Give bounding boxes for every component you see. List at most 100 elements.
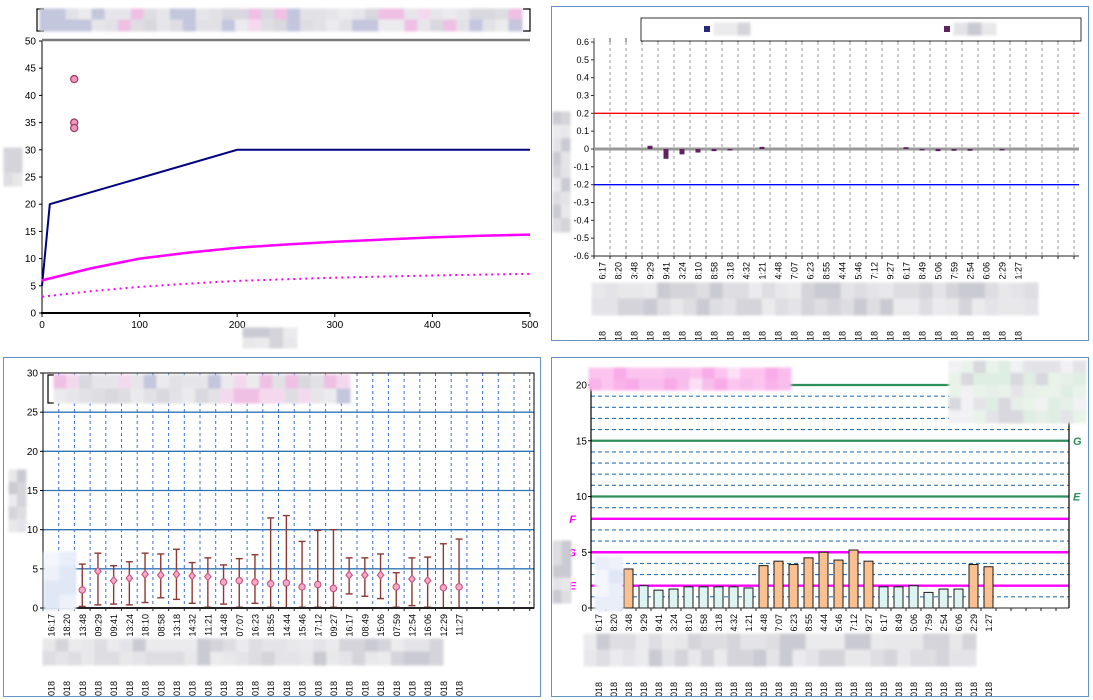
year-label: 2018 bbox=[235, 681, 245, 696]
redacted-date-band bbox=[583, 633, 977, 667]
redacted-legend-label bbox=[713, 22, 751, 36]
year-label: 2018 bbox=[598, 331, 608, 340]
level-bars bbox=[623, 549, 994, 609]
year-label: 2018 bbox=[966, 331, 976, 340]
y-tick-label: 0 bbox=[30, 309, 36, 320]
x-tick-label: 6:17 bbox=[879, 614, 889, 632]
y-tick-label: 20 bbox=[25, 200, 37, 211]
x-tick-label: 6:17 bbox=[598, 262, 608, 280]
x-tick-label: 12:54 bbox=[407, 614, 417, 637]
x-tick-label: 1:21 bbox=[744, 614, 754, 632]
redacted-x-axis-title bbox=[242, 327, 298, 349]
year-label: 2018 bbox=[684, 682, 694, 696]
year-label: 2018 bbox=[902, 331, 912, 340]
date-row-labels: 2018 2018 2018 2018 2018 2018 2018 2018 2018 2018… bbox=[46, 681, 464, 696]
redacted-title bbox=[588, 367, 792, 391]
category-axis: 6:17 8:20 3:48 9:29 9:41 3:24 8:10 8:58 3:18 4:32… bbox=[590, 607, 1069, 632]
y-tick-label: -0.3 bbox=[573, 198, 589, 208]
year-label: 2018 bbox=[141, 681, 151, 696]
y-tick-label: 30 bbox=[25, 145, 37, 156]
year-label: 2018 bbox=[864, 682, 874, 696]
x-tick-label: 18:20 bbox=[62, 614, 72, 637]
x-tick-label: 07:07 bbox=[235, 614, 245, 637]
year-label: 2018 bbox=[298, 681, 308, 696]
x-tick-label: 17:12 bbox=[313, 614, 323, 637]
y-tick-label: 5 bbox=[32, 564, 38, 575]
x-tick-label: 16:06 bbox=[423, 614, 433, 637]
y-axis: 0 5 10 15 20 25 30 bbox=[27, 369, 43, 615]
x-tick-label: 15:46 bbox=[298, 614, 308, 637]
x-tick-label: 16:23 bbox=[250, 614, 260, 637]
residual-bars bbox=[647, 145, 1005, 159]
year-label: 2018 bbox=[744, 682, 754, 696]
magenta-line-label-F: F bbox=[569, 514, 576, 526]
year-label: 2018 bbox=[742, 331, 752, 340]
year-label: 2018 bbox=[909, 682, 919, 696]
y-tick-label: 0 bbox=[581, 604, 587, 615]
legend-marker-series1 bbox=[704, 26, 710, 32]
year-label: 2018 bbox=[822, 331, 832, 340]
y-tick-label: 15 bbox=[25, 227, 37, 238]
year-label: 2018 bbox=[854, 331, 864, 340]
x-tick-label: 09:27 bbox=[329, 614, 339, 637]
year-label: 2018 bbox=[360, 681, 370, 696]
y-tick-label: 10 bbox=[576, 492, 588, 503]
green-line-label-E: E bbox=[1073, 492, 1081, 504]
year-label: 2018 bbox=[790, 331, 800, 340]
x-tick-label: 14:32 bbox=[188, 614, 198, 637]
panel-bottom-right-level-bar-chart: FGEFGE051015206:178:203:489:299:413:248:… bbox=[551, 357, 1089, 697]
x-tick-label: 6:06 bbox=[982, 262, 992, 280]
year-label: 2018 bbox=[699, 682, 709, 696]
x-tick-label: 8:10 bbox=[694, 262, 704, 280]
category-axis: 16:17 18:20 13:48 09:29 09:41 13:24 18:10 08:58… bbox=[42, 607, 534, 637]
legend-redacted bbox=[640, 17, 1082, 42]
year-label: 2018 bbox=[924, 682, 934, 696]
magenta-dotted-line bbox=[41, 272, 531, 298]
y-tick-label: 15 bbox=[576, 436, 588, 447]
magenta-line-label-E: E bbox=[569, 581, 577, 593]
redacted-date-band bbox=[42, 638, 444, 666]
horizontal-gridlines bbox=[43, 411, 534, 570]
year-label: 2018 bbox=[594, 682, 604, 696]
x-tick-label: 3:18 bbox=[714, 614, 724, 632]
year-label: 2018 bbox=[879, 682, 889, 696]
year-label: 2018 bbox=[819, 682, 829, 696]
x-tick-label: 11:21 bbox=[203, 614, 213, 636]
y-tick-label: 5 bbox=[30, 281, 36, 292]
x-tick-label: 4:48 bbox=[774, 262, 784, 280]
x-tick-label: 9:27 bbox=[886, 262, 896, 280]
year-label: 2018 bbox=[669, 682, 679, 696]
level-bar-chart-canvas: FGEFGE051015206:178:203:489:299:413:248:… bbox=[552, 360, 1087, 696]
year-label: 2018 bbox=[918, 331, 928, 340]
x-tick-label: 8:58 bbox=[699, 614, 709, 632]
x-tick-label: 11:27 bbox=[455, 614, 465, 636]
x-tick-label: 4:44 bbox=[838, 262, 848, 280]
year-label: 2018 bbox=[694, 331, 704, 340]
year-label: 2018 bbox=[329, 681, 339, 696]
x-tick-label: 4:32 bbox=[742, 262, 752, 280]
year-label: 2018 bbox=[726, 331, 736, 340]
year-label: 2018 bbox=[62, 681, 72, 696]
year-label: 2018 bbox=[982, 331, 992, 340]
x-tick-label: 14:44 bbox=[282, 614, 292, 637]
year-label: 2018 bbox=[758, 331, 768, 340]
x-tick-label: 7:07 bbox=[790, 262, 800, 280]
x-tick-label: 7:59 bbox=[950, 262, 960, 280]
x-tick-label: 6:17 bbox=[902, 262, 912, 280]
x-tick-label: 300 bbox=[326, 320, 343, 331]
x-tick-label: 7:12 bbox=[849, 614, 859, 632]
y-tick-label: 35 bbox=[25, 118, 37, 129]
year-label: 2018 bbox=[774, 682, 784, 696]
year-label: 2018 bbox=[678, 331, 688, 340]
year-label: 2018 bbox=[313, 681, 323, 696]
year-label: 2018 bbox=[654, 682, 664, 696]
year-label: 2018 bbox=[834, 682, 844, 696]
y-tick-label: -0.1 bbox=[573, 162, 589, 172]
x-tick-label: 8:55 bbox=[804, 614, 814, 632]
x-tick-label: 6:06 bbox=[954, 614, 964, 632]
y-tick-label: 0.5 bbox=[576, 55, 589, 65]
panel-bottom-left-errorbar-chart: 0 5 10 15 20 25 30 16:17 18:20 13:48 09:29 09:41 13:… bbox=[3, 357, 541, 697]
